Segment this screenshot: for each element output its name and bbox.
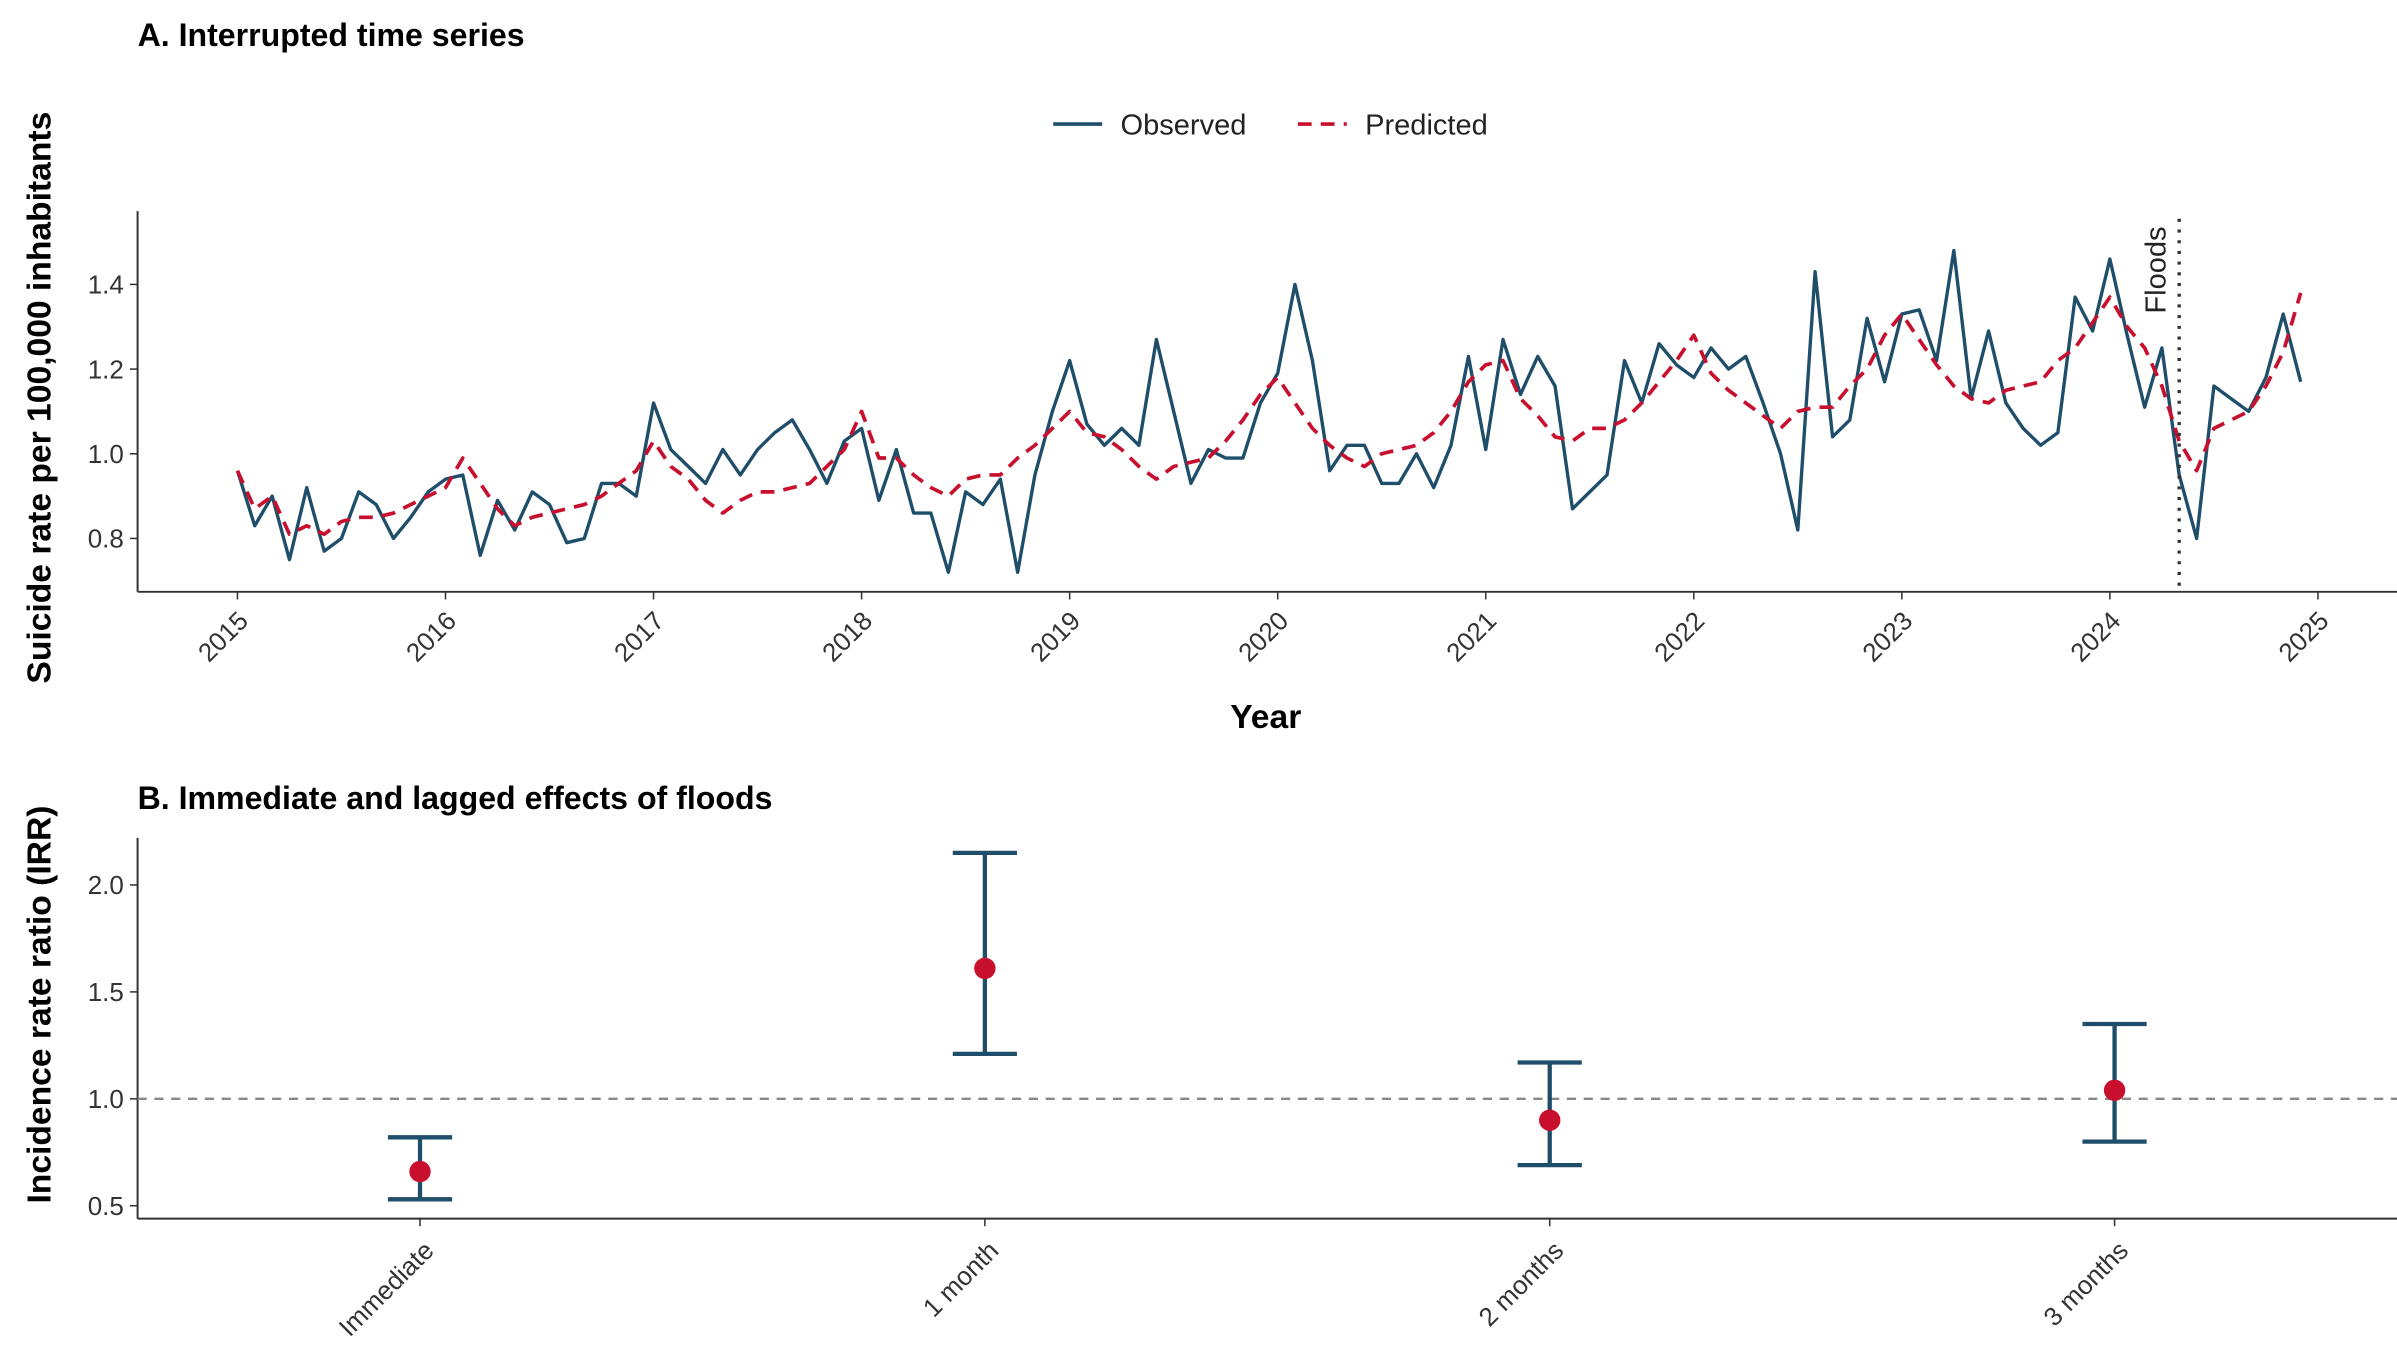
x-tick-label: 2019 — [1024, 605, 1086, 667]
x-tick-label: 2022 — [1648, 605, 1710, 667]
x-tick-label: 2020 — [1232, 605, 1294, 667]
x-tick-label: 2025 — [2272, 605, 2334, 667]
x-axis-label: Year — [1230, 699, 1301, 736]
x-tick-label: 2024 — [2064, 605, 2126, 667]
point-estimate — [1539, 1109, 1561, 1131]
series-line — [235, 248, 2303, 575]
point-estimate — [2103, 1079, 2126, 1101]
y-tick-label: 0.8 — [88, 524, 124, 554]
series-line — [235, 292, 2303, 537]
legend-label: Observed — [1121, 110, 1247, 142]
x-tick-label: Immediate — [333, 1235, 440, 1342]
event-label: Floods — [2140, 226, 2172, 313]
y-tick-label: 1.0 — [88, 1084, 124, 1114]
y-tick-label: 2.0 — [88, 870, 124, 900]
x-tick-label: 2016 — [400, 605, 462, 667]
x-tick-label: 2023 — [1856, 605, 1918, 667]
x-tick-label: 2021 — [1440, 605, 1502, 667]
y-tick-label: 1.5 — [88, 977, 124, 1007]
x-tick-label: 1 month — [917, 1235, 1005, 1323]
x-tick-label: 3 months — [2037, 1235, 2134, 1332]
y-tick-label: 0.5 — [88, 1191, 124, 1221]
y-axis-label: Incidence rate ratio (IRR) — [21, 806, 58, 1204]
error-bar — [952, 850, 1017, 1057]
legend-label: Predicted — [1365, 110, 1488, 142]
y-axis-label: Suicide rate per 100,000 inhabitants — [21, 112, 58, 684]
x-tick-label: 2017 — [608, 605, 670, 667]
x-tick-label: 2015 — [192, 605, 254, 667]
x-tick-label: 2 months — [1472, 1235, 1569, 1332]
panel-b-title: B. Immediate and lagged effects of flood… — [138, 780, 773, 816]
y-tick-label: 1.0 — [88, 439, 124, 469]
panel-a-title: A. Interrupted time series — [138, 17, 525, 53]
y-tick-label: 1.2 — [88, 354, 124, 384]
y-tick-label: 1.4 — [88, 270, 124, 300]
x-tick-label: 2018 — [816, 605, 878, 667]
point-estimate — [974, 957, 996, 980]
point-estimate — [409, 1160, 431, 1183]
